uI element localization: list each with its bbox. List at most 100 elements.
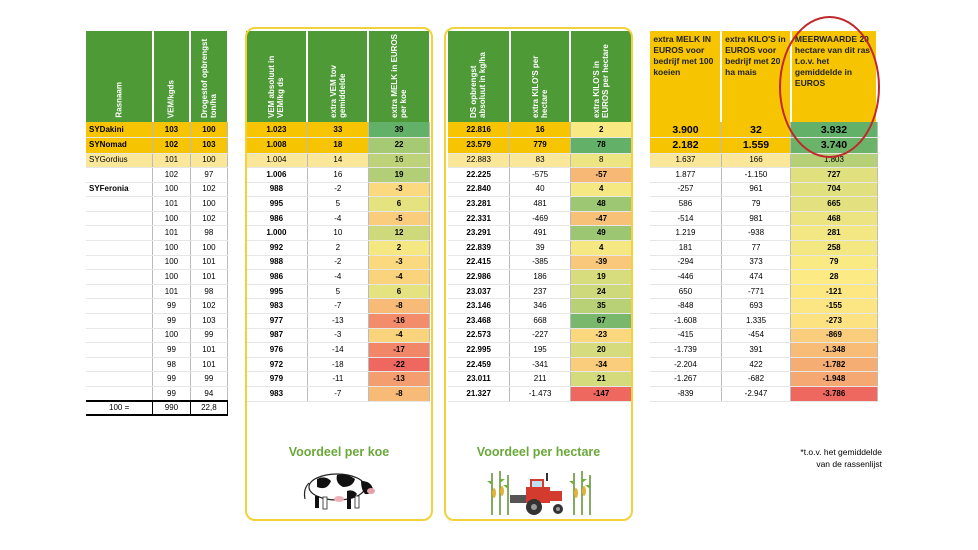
column-gap [429,284,449,299]
cell-vem-absoluut: 987 [245,328,308,344]
cell-extra-kilos: -469 [509,211,571,227]
cell-meerwaarde: 727 [790,167,878,183]
cell-kilo-bedrijf: 474 [721,269,792,285]
cell-extra-kilos: 491 [509,225,571,242]
cell-vem-absoluut: 1.023 [245,122,308,138]
cell-ds-opbrengst: 22.225 [448,167,511,183]
voordeel-per-hectare-frame: Voordeel per hectare [444,27,633,521]
cell-extra-kilos-euros: 67 [570,313,633,329]
cell-extra-vem: 10 [307,225,369,242]
cell-melk-bedrijf: 1.877 [650,167,722,183]
cell-extra-kilos-euros: 8 [570,153,633,169]
cell-extra-kilos-euros: -23 [570,328,633,344]
cell-extra-kilos-euros: -39 [570,255,633,271]
column-gap [429,357,449,372]
cell-vem-absoluut: 976 [245,342,308,358]
column-gap [429,182,449,197]
cell-extra-vem: -4 [307,211,369,227]
cell-melk-bedrijf: 586 [650,196,722,212]
cell-extra-vem: 16 [307,167,369,183]
cell-rasnaam [86,269,154,285]
cell-ds-opbrengst: 23.011 [448,371,511,387]
column-gap [632,284,651,299]
cell-melk-bedrijf: -848 [650,298,722,315]
cell-rasnaam [86,313,154,329]
cell-melk-bedrijf: 2.182 [650,137,722,154]
cell-vem-kgds: 100 [152,182,191,198]
cell-extra-kilos: 779 [509,137,571,154]
table-row: 101 98 1.000 10 12 23.291 491 49 1.219 -938 281 [86,225,878,242]
header-rasnaam: Rasnaam [86,31,154,122]
cell-extra-kilos-euros: 21 [570,371,633,387]
cell-meerwaarde: -1.782 [790,357,878,373]
cell-extra-vem: 18 [307,137,369,154]
cell-drogestof: 102 [190,211,229,227]
cell-ds-opbrengst: 23.146 [448,298,511,315]
cell-vem-kgds: 99 [152,298,191,315]
cell-extra-vem: 2 [307,240,369,256]
cell-ds-opbrengst: 22.839 [448,240,511,256]
cell-vem-kgds: 100 [152,328,191,344]
cell-drogestof: 103 [190,313,229,329]
cell-extra-vem: 5 [307,196,369,212]
cell-vem-kgds: 98 [152,357,191,373]
cell-meerwaarde: -1.948 [790,371,878,387]
table-row: 100 101 986 -4 -4 22.986 186 19 -446 474 28 [86,269,878,285]
table-row: 101 100 995 5 6 23.281 481 48 586 79 665 [86,196,878,212]
column-gap [632,342,651,358]
column-gap [429,122,449,138]
cell-extra-kilos: 668 [509,313,571,329]
cell-vem-absoluut: 995 [245,196,308,212]
cell-melk-bedrijf: -257 [650,182,722,198]
cell-extra-kilos: 83 [509,153,571,169]
table-row: 99 99 979 -11 -13 23.011 211 21 -1.267 -682 -1.948 [86,371,878,387]
cell-melk-bedrijf: 650 [650,284,722,300]
voordeel-per-hectare-label: Voordeel per hectare [476,445,601,459]
column-gap [632,167,651,183]
table-row: 101 98 995 5 6 23.037 237 24 650 -771 -121 [86,284,878,300]
cell-vem-kgds: 101 [152,225,191,242]
cell-vem-kgds: 99 [152,386,191,402]
column-gap [632,357,651,372]
cell-extra-vem: -13 [307,313,369,329]
cell-meerwaarde: -155 [790,298,878,315]
cell-drogestof: 101 [190,255,229,271]
cell-extra-melk-euros: 39 [368,122,431,138]
cell-melk-bedrijf: -839 [650,386,722,402]
cell-extra-melk-euros: 6 [368,196,431,212]
column-gap [227,196,246,212]
cell-drogestof: 98 [190,225,229,242]
cell-extra-melk-euros: 19 [368,167,431,183]
cell-extra-vem: -7 [307,386,369,402]
column-gap [227,182,246,197]
column-gap [429,225,449,241]
cell-drogestof: 99 [190,371,229,387]
cell-rasnaam [86,371,154,387]
column-gap [632,371,651,387]
cell-extra-vem: -14 [307,342,369,358]
table-row: 100 100 992 2 2 22.839 39 4 181 77 258 [86,240,878,256]
cell-extra-kilos-euros: -147 [570,386,633,402]
column-gap [227,211,246,226]
cell-rasnaam: SYNomad [86,137,154,154]
cell-extra-kilos: 195 [509,342,571,358]
footer-ds: 22,8 [190,400,229,417]
cell-vem-kgds: 100 [152,269,191,285]
cell-kilo-bedrijf: 1.335 [721,313,792,329]
column-gap [227,298,246,314]
cell-meerwaarde: 704 [790,182,878,198]
cell-vem-kgds: 100 [152,240,191,256]
cell-extra-melk-euros: -8 [368,298,431,315]
column-gap [227,269,246,285]
cell-extra-kilos: -341 [509,357,571,373]
cell-extra-vem: -18 [307,357,369,373]
column-gap [632,137,651,153]
cell-vem-absoluut: 1.008 [245,137,308,154]
cell-vem-kgds: 103 [152,122,191,138]
column-gap [632,255,651,270]
cell-vem-absoluut: 1.006 [245,167,308,183]
column-gap [632,313,651,329]
cell-ds-opbrengst: 22.573 [448,328,511,344]
table-footer-row: 100 = 990 22,8 [86,400,877,417]
column-gap [429,153,449,168]
